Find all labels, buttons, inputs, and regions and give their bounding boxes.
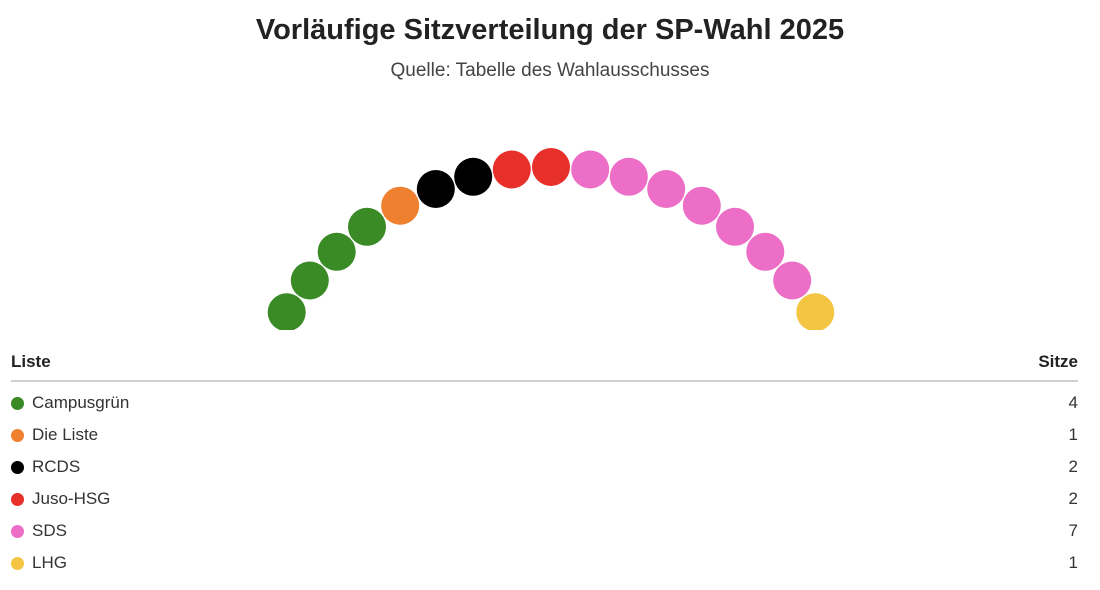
seat-rcds (454, 157, 493, 196)
seat-campusgr-n (348, 207, 386, 246)
party-cell: SDS (11, 521, 67, 541)
party-name: RCDS (32, 457, 81, 476)
party-name: Campusgrün (32, 393, 130, 412)
legend-swatch-sds (11, 524, 24, 538)
legend-swatch-die-liste (11, 428, 24, 442)
legend-swatch-rcds (11, 460, 24, 474)
party-cell: Juso-HSG (11, 489, 110, 509)
legend-swatch-lhg (11, 556, 24, 570)
party-cell: LHG (11, 553, 67, 573)
legend-swatch-juso-hsg (11, 492, 24, 506)
seat-table-header: Liste Sitze (11, 352, 1078, 382)
table-row-juso-hsg: Juso-HSG 2 (11, 483, 1078, 515)
party-name: Die Liste (32, 425, 99, 444)
seat-sds (571, 150, 610, 189)
table-row-die-liste: Die Liste 1 (11, 419, 1078, 451)
table-row-lhg: LHG 1 (11, 547, 1078, 579)
seat-sds (773, 261, 812, 300)
seat-sds (682, 186, 721, 225)
seat-count: 2 (1068, 489, 1078, 508)
seat-campusgr-n (267, 293, 306, 330)
seat-juso-hsg (532, 148, 570, 186)
column-header-seats: Sitze (1038, 352, 1078, 371)
seat-count: 7 (1068, 521, 1078, 540)
seat-rcds (416, 170, 455, 208)
table-row-sds: SDS 7 (11, 515, 1078, 547)
seat-sds (746, 232, 785, 271)
seat-count: 2 (1068, 457, 1078, 476)
chart-title: Vorläufige Sitzverteilung der SP-Wahl 20… (255, 14, 845, 46)
seat-juso-hsg (492, 150, 531, 189)
seat-table-body: Campusgrün 4 Die Liste 1 RCDS 2 Juso-HSG 2 SDS 7 L… (11, 387, 1078, 579)
seat-sds (647, 170, 686, 208)
party-name: SDS (32, 521, 67, 540)
seat-die-liste (381, 186, 420, 225)
table-row-rcds: RCDS 2 (11, 451, 1078, 483)
seat-sds (609, 157, 648, 196)
chart-subtitle: Quelle: Tabelle des Wahlausschusses (390, 60, 710, 81)
seat-campusgr-n (290, 261, 329, 300)
legend-swatch-campusgr-n (11, 396, 24, 410)
seat-count: 1 (1068, 425, 1078, 444)
seat-count: 4 (1068, 393, 1078, 412)
party-name: Juso-HSG (32, 489, 111, 508)
parliament-chart (267, 148, 835, 330)
seat-count: 1 (1068, 553, 1078, 572)
party-cell: Campusgrün (11, 393, 129, 413)
seat-table: Liste Sitze Campusgrün 4 Die Liste 1 RCDS 2 Ju… (11, 352, 1078, 579)
table-row-campusgr-n: Campusgrün 4 (11, 387, 1078, 419)
seat-sds (716, 207, 754, 246)
party-cell: Die Liste (11, 425, 98, 445)
party-cell: RCDS (11, 457, 80, 477)
seat-campusgr-n (317, 232, 356, 271)
seat-lhg (796, 293, 835, 330)
column-header-party: Liste (11, 352, 51, 371)
party-name: LHG (32, 553, 67, 572)
